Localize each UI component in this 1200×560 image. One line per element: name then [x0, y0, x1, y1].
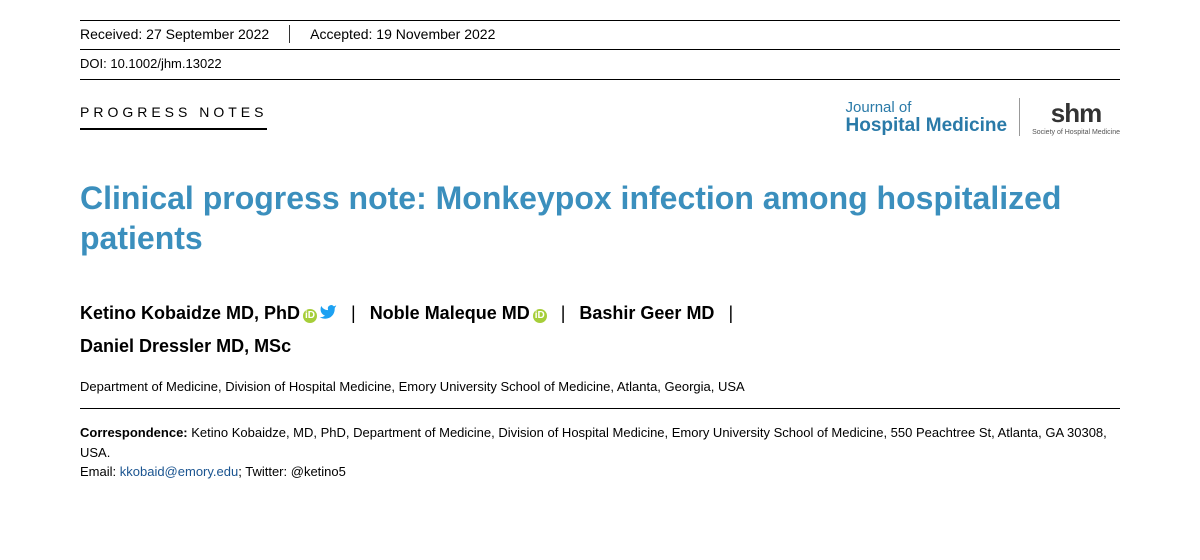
- section-label: PROGRESS NOTES: [80, 104, 267, 130]
- correspondence-block: Correspondence: Ketino Kobaidze, MD, PhD…: [80, 423, 1120, 482]
- twitter-icon[interactable]: [319, 300, 337, 331]
- journal-name-line1: Journal of: [846, 100, 1008, 116]
- society-full: Society of Hospital Medicine: [1032, 129, 1120, 136]
- logo-divider: [1019, 98, 1020, 136]
- author: Bashir Geer MD: [579, 303, 714, 323]
- journal-logos: Journal of Hospital Medicine shm Society…: [846, 98, 1120, 136]
- journal-name-line2: Hospital Medicine: [846, 116, 1008, 136]
- received-block: Received: 27 September 2022: [80, 26, 269, 42]
- twitter-label: Twitter:: [245, 464, 287, 479]
- correspondence-text: Ketino Kobaidze, MD, PhD, Department of …: [80, 425, 1107, 460]
- author: Ketino Kobaidze MD, PhD: [80, 303, 300, 323]
- accepted-label: Accepted:: [310, 26, 372, 42]
- orcid-icon[interactable]: iD: [303, 309, 317, 323]
- doi: DOI: 10.1002/jhm.13022: [80, 50, 1120, 79]
- meta-divider: [289, 25, 290, 43]
- article-dates-row: Received: 27 September 2022 Accepted: 19…: [80, 21, 1120, 49]
- article-title: Clinical progress note: Monkeypox infect…: [80, 178, 1120, 258]
- author: Noble Maleque MD: [370, 303, 530, 323]
- received-label: Received:: [80, 26, 142, 42]
- journal-logo: Journal of Hospital Medicine: [846, 100, 1008, 136]
- accepted-date: 19 November 2022: [376, 26, 495, 42]
- author-separator: |: [561, 298, 566, 329]
- society-logo: shm Society of Hospital Medicine: [1032, 98, 1120, 136]
- correspondence-twitter: @ketino5: [291, 464, 346, 479]
- correspondence-label: Correspondence:: [80, 425, 188, 440]
- doi-rule: [80, 79, 1120, 80]
- orcid-icon[interactable]: iD: [533, 309, 547, 323]
- correspondence-email[interactable]: kkobaid@emory.edu: [120, 464, 238, 479]
- society-abbr: shm: [1032, 98, 1120, 129]
- author-list: Ketino Kobaidze MD, PhDiD|Noble Maleque …: [80, 298, 1120, 361]
- author-separator: |: [728, 298, 733, 329]
- author-separator: |: [351, 298, 356, 329]
- received-date: 27 September 2022: [146, 26, 269, 42]
- accepted-block: Accepted: 19 November 2022: [310, 26, 495, 42]
- email-label: Email:: [80, 464, 116, 479]
- author: Daniel Dressler MD, MSc: [80, 336, 291, 356]
- affiliation: Department of Medicine, Division of Hosp…: [80, 379, 1120, 409]
- section-bar: PROGRESS NOTES Journal of Hospital Medic…: [80, 104, 1120, 136]
